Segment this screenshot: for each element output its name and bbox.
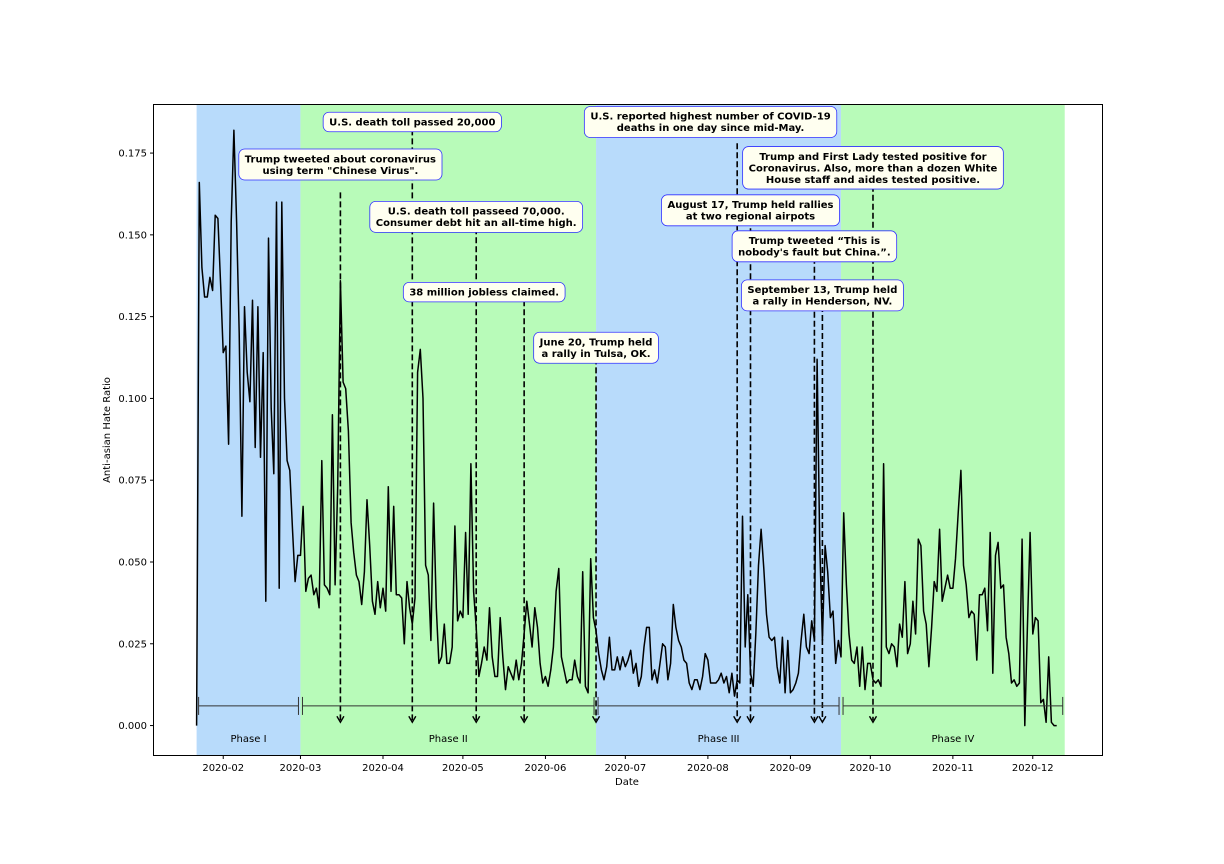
event-arrow (818, 715, 827, 724)
series-line (195, 129, 1057, 727)
annotation-text: deaths in one day since mid-May. (617, 123, 805, 134)
x-tick-label: 2020-09 (770, 763, 812, 774)
y-tick-label: 0.125 (118, 312, 147, 323)
event-arrow (733, 715, 742, 724)
series-layer (195, 129, 1057, 727)
y-tick-label: 0.000 (118, 721, 147, 732)
x-tick-label: 2020-04 (362, 763, 404, 774)
y-tick-label: 0.025 (118, 639, 147, 650)
annotation-text: U.S. death toll passed 20,000 (329, 117, 495, 128)
annotation-box (402, 281, 566, 303)
annotation: U.S. death toll passeed 70,000.Consumer … (369, 200, 584, 233)
annotation-text: September 13, Trump held (747, 285, 897, 296)
event-arrow (472, 715, 481, 724)
annotation-box (742, 146, 1004, 190)
annotation-box (322, 111, 502, 133)
x-tick-label: 2020-08 (687, 763, 729, 774)
annotation: Trump and First Lady tested positive for… (742, 146, 1004, 190)
event-arrow (746, 715, 755, 724)
x-tick-label: 2020-03 (280, 763, 322, 774)
x-tick-label: 2020-11 (932, 763, 974, 774)
x-tick-label: 2020-07 (604, 763, 646, 774)
annotation-box (533, 331, 659, 364)
x-axis-label: Date (615, 777, 639, 788)
phase-label: Phase III (698, 734, 740, 745)
annotation-text: House staff and aides tested positive. (766, 175, 980, 186)
annotation-text: June 20, Trump held (539, 337, 653, 348)
phase-label: Phase I (231, 734, 267, 745)
y-tick-label: 0.075 (118, 476, 147, 487)
x-tick-label: 2020-05 (442, 763, 484, 774)
event-arrow (408, 715, 417, 724)
annotation-box (661, 194, 840, 227)
annotation-box (583, 106, 838, 138)
annotation-text: Consumer debt hit an all-time high. (376, 218, 577, 229)
annotation-text: nobody's fault but China.”. (738, 248, 891, 259)
annotation-text: Trump tweeted about coronavirus (245, 154, 436, 165)
annotation: U.S. death toll passed 20,000 (322, 111, 502, 133)
event-arrow (591, 715, 601, 724)
x-tick-label: 2020-06 (525, 763, 567, 774)
annotation-text: August 17, Trump held rallies (667, 200, 833, 211)
annotation-text: U.S. reported highest number of COVID-19 (590, 112, 830, 123)
annotation-text: U.S. death toll passeed 70,000. (388, 207, 565, 218)
annotation-text: Trump tweeted “This is (749, 236, 880, 247)
y-tick-label: 0.150 (118, 230, 147, 241)
event-arrow (336, 715, 345, 724)
y-tick-label: 0.050 (118, 557, 147, 568)
annotation-box (369, 200, 584, 233)
annotation-text: at two regional airpots (686, 212, 815, 223)
y-axis-label: Anti-asian Hate Ratio (102, 377, 113, 483)
event-arrow (868, 715, 878, 724)
annotation: 38 million jobless claimed. (402, 281, 566, 303)
y-tick-label: 0.100 (118, 394, 147, 405)
annotation-text: a rally in Tulsa, OK. (541, 349, 650, 360)
phase-bands (196, 104, 1065, 755)
annotation-text: using term "Chinese Virus". (262, 166, 418, 177)
annotation-text: a rally in Henderson, NV. (753, 297, 893, 308)
phase-label: Phase II (429, 734, 468, 745)
x-tick-label: 2020-02 (202, 763, 244, 774)
event-arrow (520, 715, 529, 724)
x-tick-label: 2020-10 (849, 763, 891, 774)
plot-frame (153, 104, 1103, 756)
x-tick-label: 2020-12 (1012, 763, 1054, 774)
x-axis: 2020-02 2020-03 2020-04 2020-05 2020-06 2020-… (202, 755, 1054, 774)
annotation-box (238, 148, 443, 181)
y-axis: 0.000 0.025 0.050 0.075 0.100 0.125 0.150 0.175 (118, 149, 154, 732)
annotation-box (740, 279, 904, 312)
phase-band (196, 104, 301, 755)
annotation-text: Trump and First Lady tested positive for (759, 152, 986, 163)
annotation: U.S. reported highest number of COVID-19… (583, 106, 838, 138)
annotation-text: Coronavirus. Also, more than a dozen Whi… (749, 163, 998, 174)
y-tick-label: 0.175 (118, 149, 147, 160)
event-arrow (810, 715, 819, 724)
annotation-box (731, 230, 898, 263)
annotation-text: 38 million jobless claimed. (409, 288, 559, 299)
phase-band (841, 104, 1065, 755)
phase-axis: Phase I Phase II Phase III Phase IV (198, 696, 1064, 745)
phase-label: Phase IV (931, 734, 974, 745)
